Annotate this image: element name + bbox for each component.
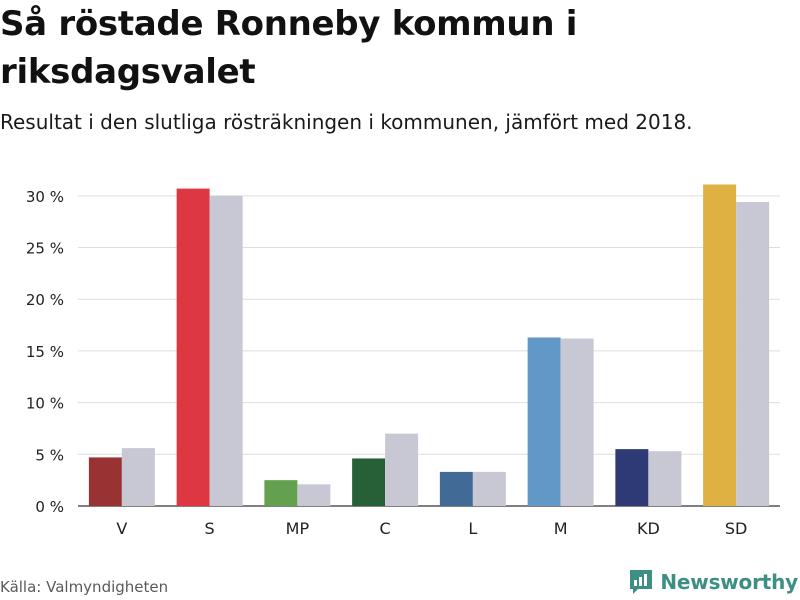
y-tick-label: 5 % <box>35 446 64 464</box>
bar-c-2018 <box>385 433 419 506</box>
x-tick-label: M <box>554 519 568 538</box>
bar-sd-2022 <box>703 184 737 506</box>
bar-v-2022 <box>88 457 122 506</box>
x-tick-label: SD <box>725 519 747 538</box>
x-axis-ticks: V S MP C L M KD SD <box>116 519 747 538</box>
bar-c-2022 <box>352 458 386 506</box>
bar-l-2018 <box>472 471 506 506</box>
y-tick-label: 10 % <box>26 395 64 413</box>
x-tick-label: S <box>205 519 215 538</box>
source-note: Källa: Valmyndigheten <box>0 578 169 596</box>
bars <box>88 184 770 506</box>
chart-title-line-2: riksdagsvalet <box>0 52 256 92</box>
chart-subtitle: Resultat i den slutliga rösträkningen i … <box>0 110 693 134</box>
y-axis-ticks: 0 % 5 % 10 % 15 % 20 % 25 % 30 % <box>26 188 64 516</box>
bar-m-2022 <box>527 337 561 506</box>
chart-title: Så röstade Ronneby kommun i riksdagsvale… <box>0 0 790 96</box>
x-tick-label: L <box>468 519 477 538</box>
newsworthy-chart-icon <box>630 570 653 594</box>
bar-kd-2022 <box>615 449 649 506</box>
y-tick-label: 30 % <box>26 188 64 206</box>
bar-mp-2018 <box>297 484 331 506</box>
x-tick-label: C <box>380 519 391 538</box>
x-tick-label: MP <box>286 519 310 538</box>
bar-l-2022 <box>439 471 473 506</box>
newsworthy-logo: Newsworthy <box>628 568 798 596</box>
bar-sd-2018 <box>736 202 770 506</box>
y-tick-label: 20 % <box>26 291 64 309</box>
bar-m-2018 <box>560 338 594 506</box>
bar-s-2022 <box>176 188 210 506</box>
y-tick-label: 25 % <box>26 240 64 258</box>
y-tick-label: 0 % <box>35 498 64 516</box>
y-tick-label: 15 % <box>26 343 64 361</box>
bar-chart: 0 % 5 % 10 % 15 % 20 % 25 % 30 % V S MP C L M KD SD <box>26 184 780 538</box>
brand-name: Newsworthy <box>660 570 798 594</box>
x-tick-label: KD <box>637 519 660 538</box>
x-tick-label: V <box>116 519 127 538</box>
bar-s-2018 <box>209 195 243 506</box>
bar-kd-2018 <box>648 451 682 506</box>
bar-v-2018 <box>121 448 155 506</box>
chart-title-line-1: Så röstade Ronneby kommun i <box>0 4 578 44</box>
bar-mp-2022 <box>264 480 298 506</box>
